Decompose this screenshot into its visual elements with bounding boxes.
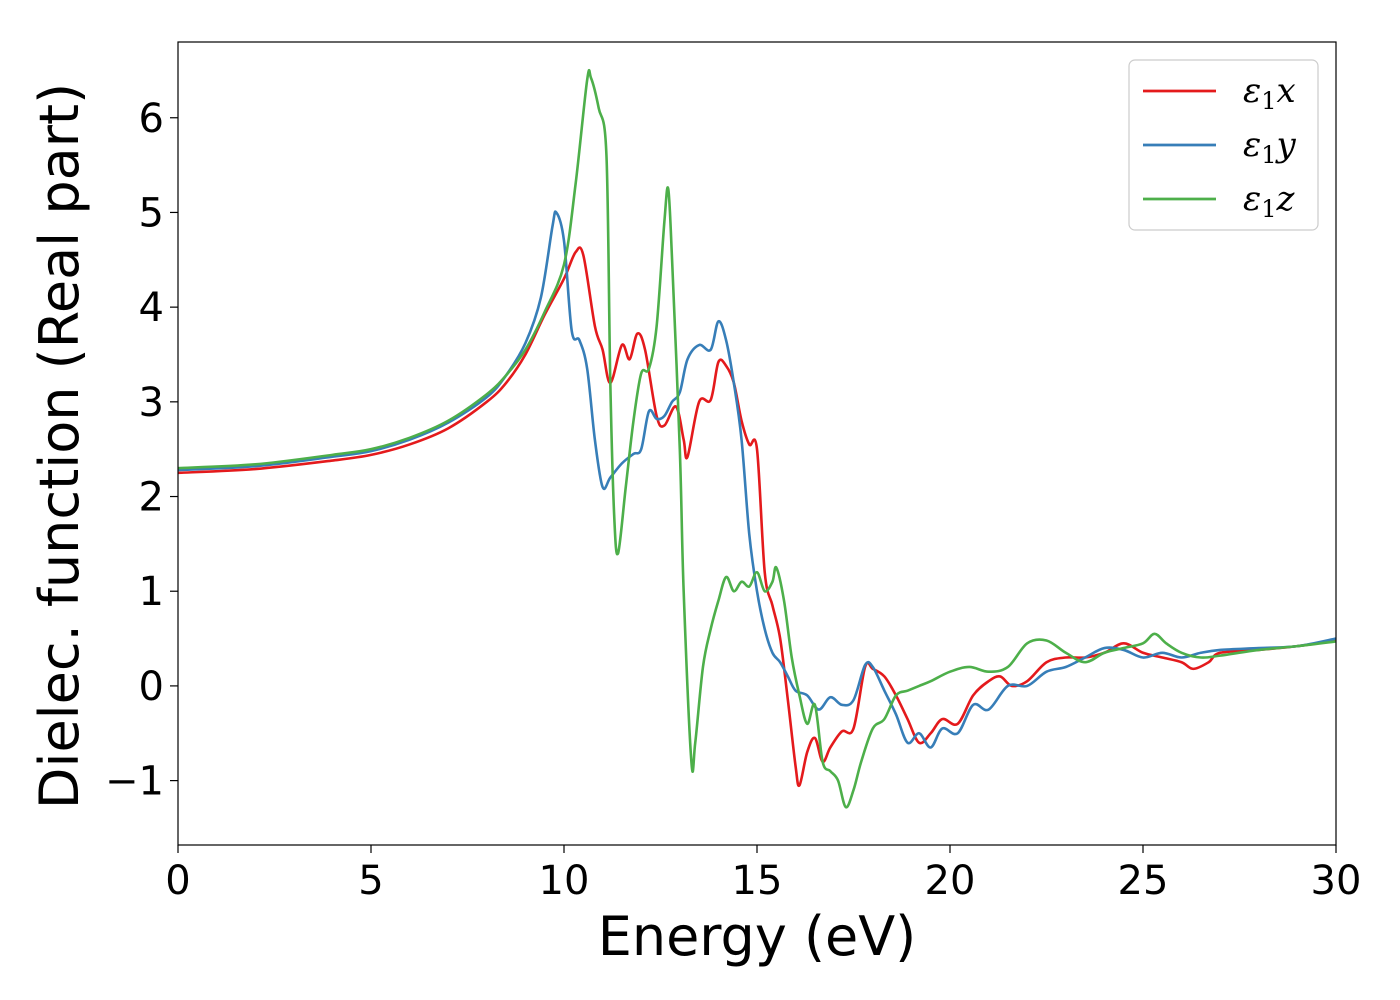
series-line-y [178,210,1336,749]
x-tick-label: 5 [358,858,383,904]
legend-label-x: ε1x [1243,71,1296,115]
legend-label-y: ε1y [1243,125,1297,169]
x-tick-label: 25 [1118,858,1169,904]
x-tick-label: 30 [1311,858,1362,904]
y-tick-label: 0 [139,664,164,710]
x-tick-label: 10 [539,858,590,904]
series-line-z [178,68,1336,809]
legend-label-z: ε1z [1243,179,1296,223]
y-tick-label: 2 [139,475,164,521]
y-axis-title: Dielec. function (Real part) [28,83,91,809]
x-tick-label: 15 [732,858,783,904]
y-tick-label: 5 [139,190,164,236]
y-tick-label: 3 [139,380,164,426]
legend-box [1128,59,1319,231]
y-tick-label: 6 [139,96,164,142]
x-tick-label: 0 [165,858,190,904]
x-tick-label: 20 [925,858,976,904]
y-axis-ticks: −1 0 1 2 3 4 5 6 [105,96,178,805]
y-tick-label: 1 [139,569,164,615]
series-layer [178,68,1336,809]
y-tick-label: 4 [139,285,164,331]
x-axis-ticks: 0 5 10 15 20 25 30 [165,845,1361,904]
legend: ε1x ε1y ε1z [1128,59,1319,231]
y-tick-label: −1 [105,759,164,805]
x-axis-title: Energy (eV) [598,905,917,968]
series-line-x [178,246,1336,788]
